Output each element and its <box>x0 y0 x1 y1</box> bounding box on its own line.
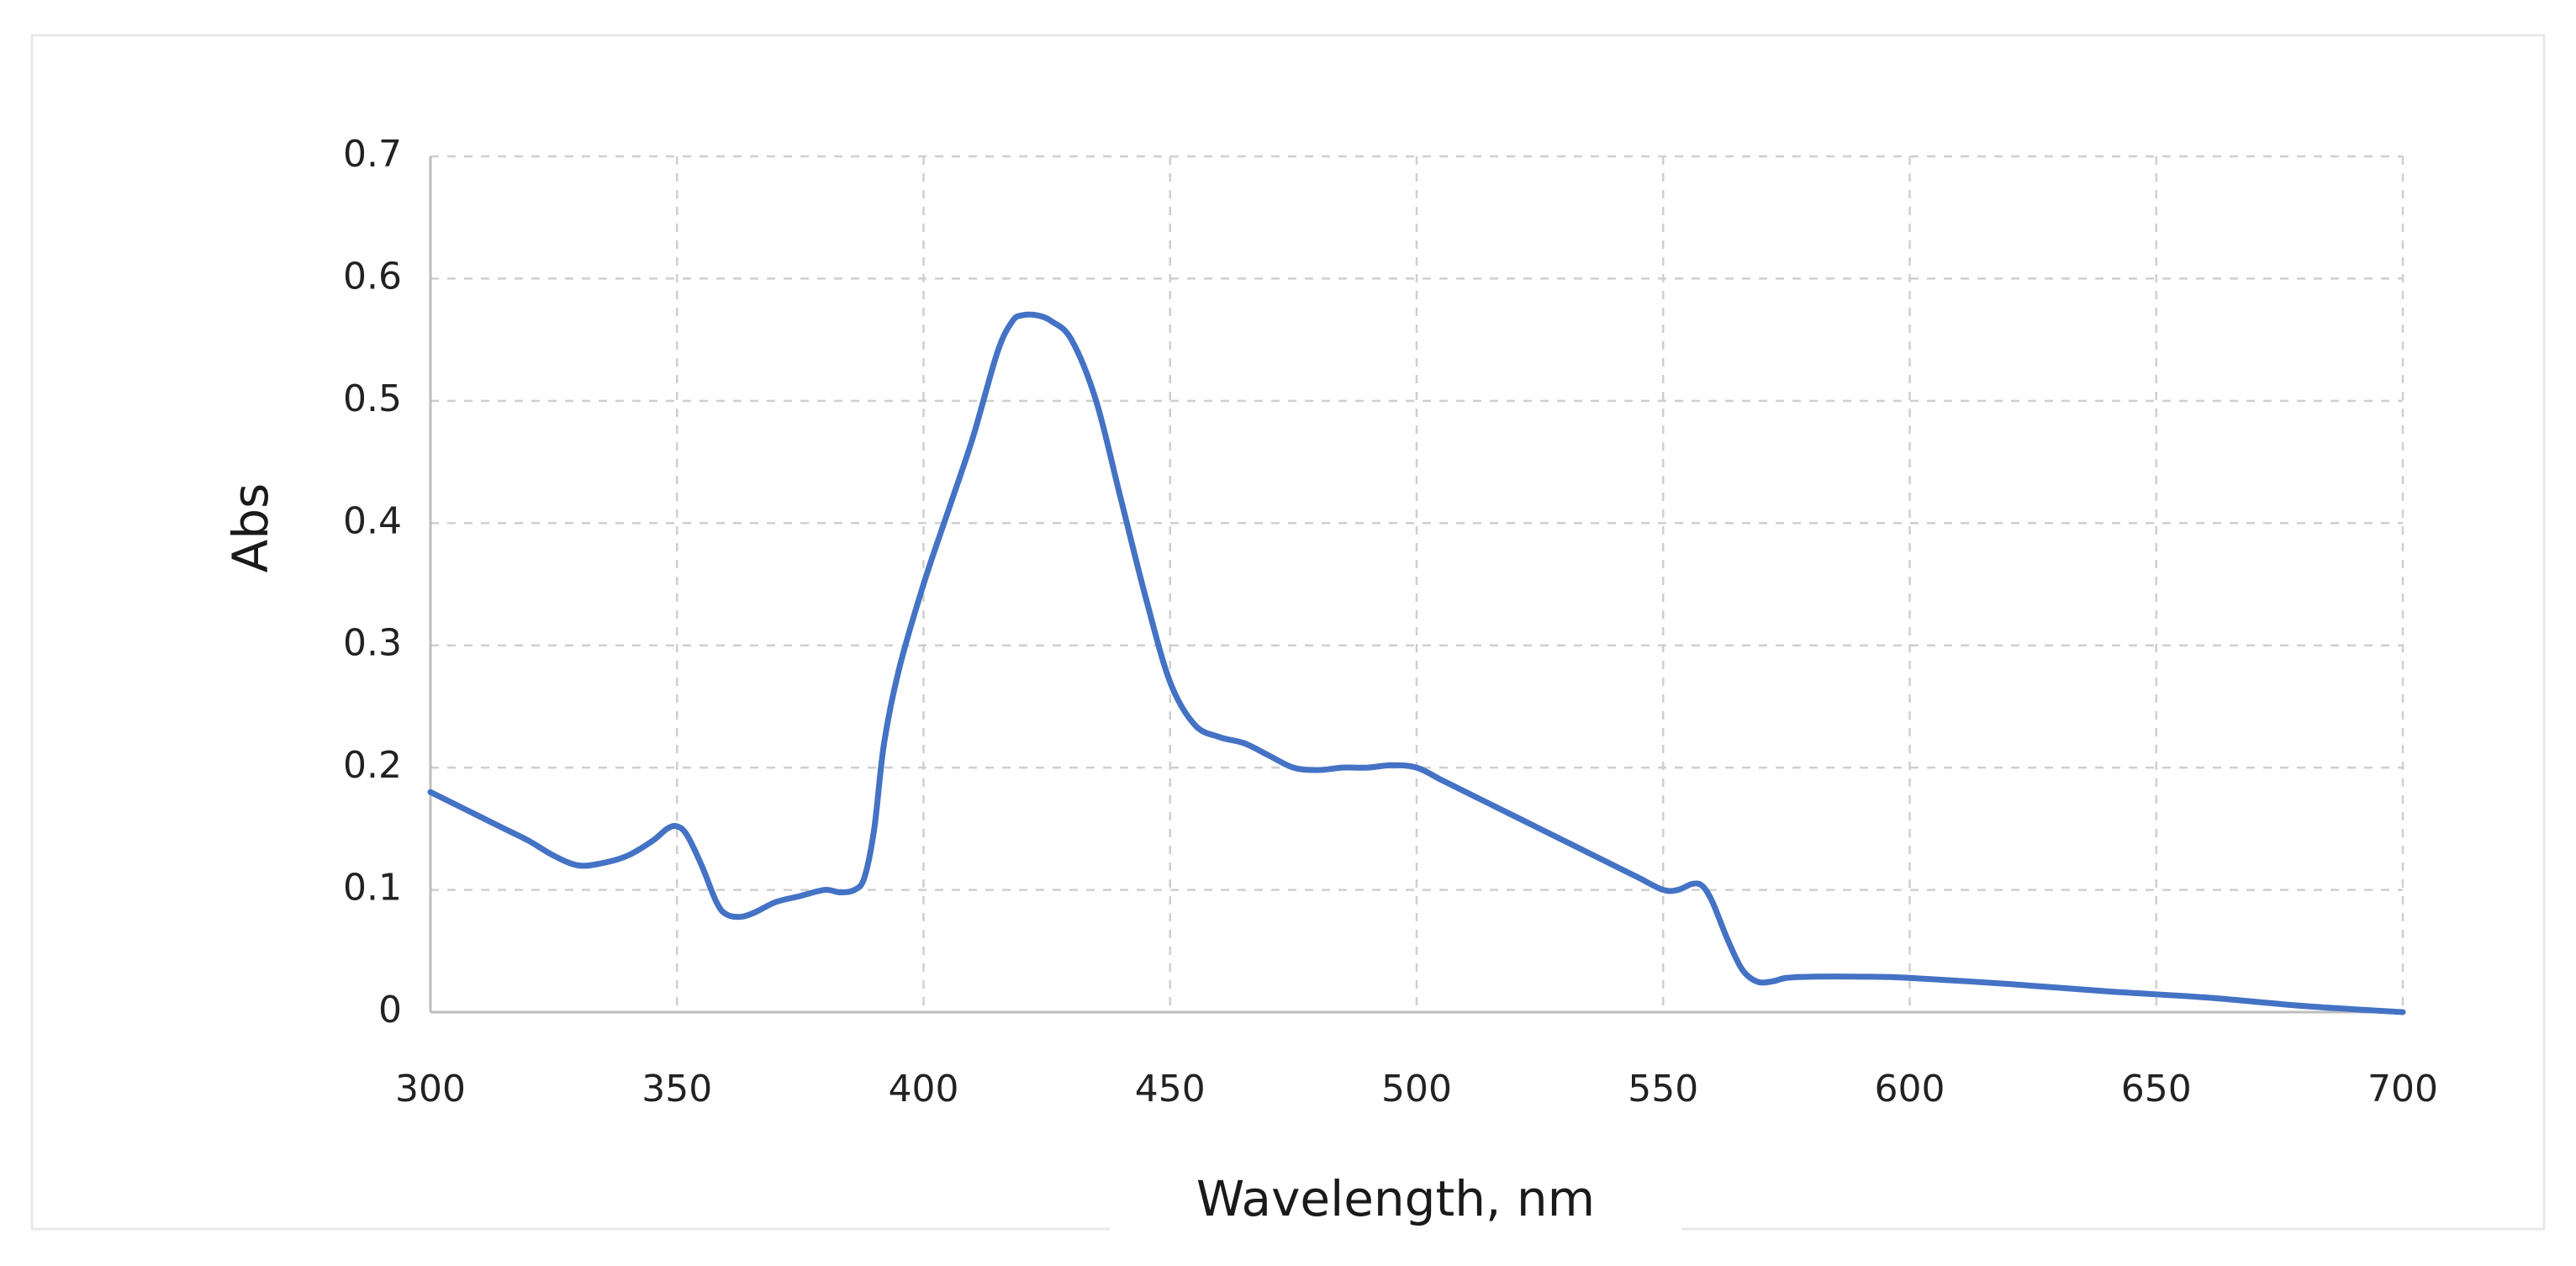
y-axis-title: Abs <box>222 483 279 573</box>
y-tick-label: 0.2 <box>343 744 402 787</box>
x-tick-label: 650 <box>2121 1068 2192 1110</box>
series-group <box>427 311 2406 1015</box>
x-tick-label: 450 <box>1135 1068 1206 1110</box>
y-tick-label: 0.5 <box>343 377 402 420</box>
y-tick-label: 0.3 <box>343 622 402 665</box>
x-tick-label: 700 <box>2367 1068 2438 1110</box>
y-tick-label: 0.7 <box>343 133 402 176</box>
x-tick-label: 550 <box>1628 1068 1698 1110</box>
axes <box>429 156 2403 1014</box>
absorbance-series-line <box>427 311 2406 1015</box>
y-tick-label: 0.1 <box>343 867 402 910</box>
x-tick-labels: 300 350 400 450 500 550 600 650 700 <box>395 1068 2438 1110</box>
x-tick-label: 400 <box>889 1068 959 1110</box>
x-tick-label: 300 <box>395 1068 466 1110</box>
y-tick-labels: 0 0.1 0.2 0.3 0.4 0.5 0.6 0.7 <box>343 133 402 1031</box>
x-axis-title: Wavelength, nm <box>1196 1170 1595 1227</box>
y-tick-label: 0.4 <box>343 499 402 542</box>
x-axis-title-backdrop <box>1110 1160 1681 1266</box>
y-tick-label: 0 <box>378 989 402 1031</box>
y-tick-label: 0.6 <box>343 255 402 298</box>
x-tick-label: 600 <box>1875 1068 1945 1110</box>
figure-frame <box>30 34 2546 1231</box>
x-gridlines <box>676 156 2404 1012</box>
x-tick-label: 350 <box>641 1068 712 1110</box>
x-tick-label: 500 <box>1381 1068 1452 1110</box>
